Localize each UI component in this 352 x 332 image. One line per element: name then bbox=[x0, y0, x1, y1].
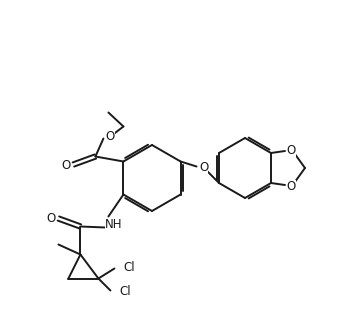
Text: O: O bbox=[62, 159, 71, 172]
Text: O: O bbox=[106, 130, 115, 143]
Text: O: O bbox=[287, 143, 296, 156]
Text: O: O bbox=[47, 212, 56, 225]
Text: O: O bbox=[199, 161, 208, 174]
Text: O: O bbox=[287, 180, 296, 193]
Text: Cl: Cl bbox=[124, 261, 135, 274]
Text: Cl: Cl bbox=[119, 285, 131, 298]
Text: NH: NH bbox=[105, 218, 122, 231]
